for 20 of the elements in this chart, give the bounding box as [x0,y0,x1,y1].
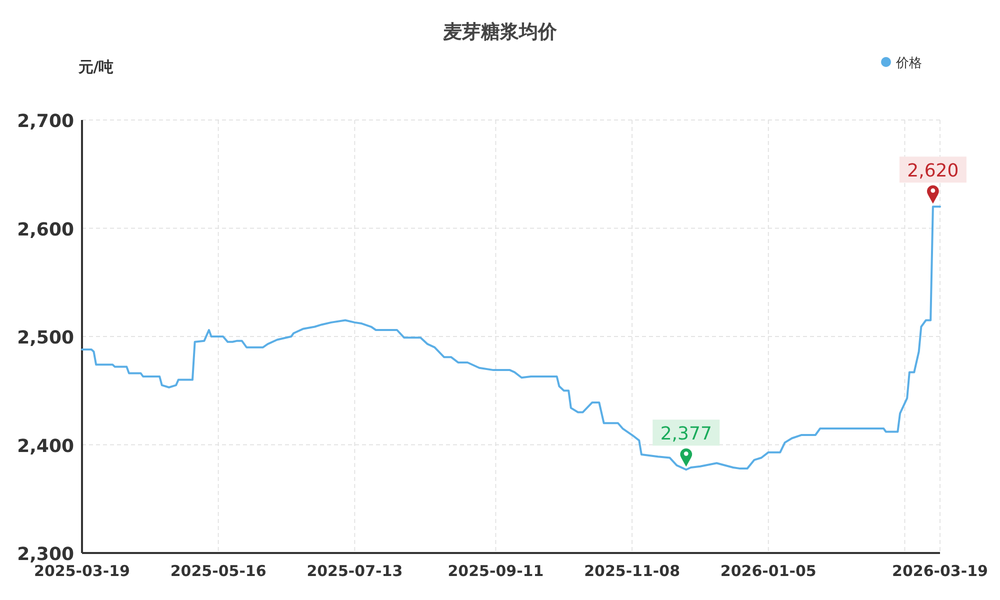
chart-title: 麦芽糖浆均价 [442,21,558,43]
y-axis-title: 元/吨 [77,58,114,76]
y-tick-label: 2,500 [17,328,74,348]
annotation: 2,377 [660,424,712,445]
x-tick-label: 2025-03-19 [34,562,130,580]
y-tick-label: 2,700 [17,111,74,132]
y-tick-label: 2,400 [17,436,74,457]
line-series [81,206,941,471]
x-tick-label: 2025-05-16 [170,562,266,580]
annotation: 2,377 [652,420,720,467]
legend-label: 价格 [895,56,922,71]
annotation: 2,620 [907,160,959,182]
x-tick-label: 2026-01-05 [720,562,816,580]
x-tick-label: 2025-11-08 [584,562,680,580]
y-tick-label: 2,300 [17,544,74,565]
y-tick-label: 2,600 [17,219,74,240]
annotation: 2,620 [899,156,966,204]
x-tick-label: 2025-07-13 [306,562,403,580]
x-tick-label: 2026-03-19 [892,562,988,580]
x-tick-label: 2025-09-11 [448,562,544,580]
